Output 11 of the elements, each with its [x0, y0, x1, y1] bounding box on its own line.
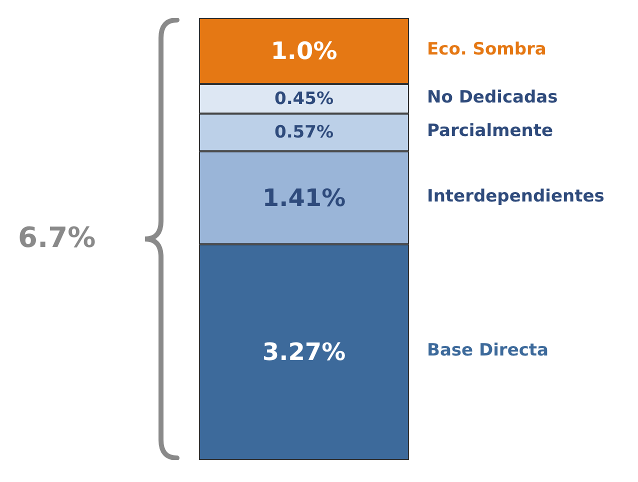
series-label: Parcialmente [427, 120, 554, 141]
data-label: 3.27% [262, 338, 346, 366]
series-label: No Dedicadas [427, 87, 558, 108]
data-label: 1.0% [270, 36, 338, 65]
data-label: 0.57% [274, 122, 334, 142]
series-label: Base Directa [427, 340, 549, 361]
series-label: Eco. Sombra [427, 39, 546, 60]
data-label: 1.41% [262, 184, 346, 212]
text: 6.7% [18, 221, 96, 254]
data-label: 0.45% [274, 88, 334, 109]
series-label: Interdependientes [427, 186, 604, 206]
